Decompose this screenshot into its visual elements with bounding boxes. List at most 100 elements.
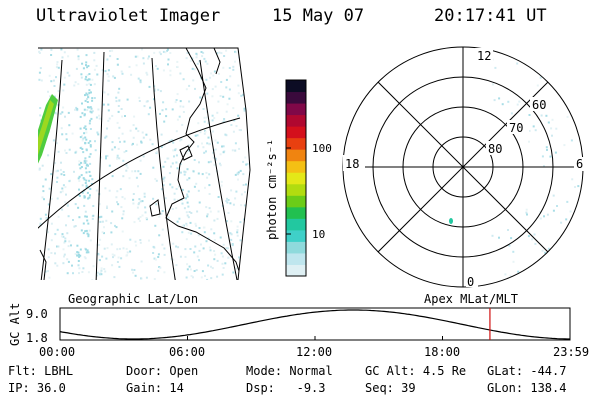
speckle bbox=[167, 58, 170, 61]
speckle bbox=[94, 149, 97, 152]
speckle bbox=[235, 267, 238, 270]
speckle bbox=[115, 196, 118, 199]
speckle bbox=[47, 154, 50, 157]
speckle bbox=[161, 210, 164, 213]
speckle bbox=[57, 245, 60, 248]
speckle bbox=[199, 96, 202, 99]
speckle bbox=[56, 169, 59, 172]
speckle bbox=[174, 101, 177, 104]
speckle bbox=[178, 115, 181, 118]
speckle bbox=[209, 76, 212, 79]
polar-speckle-field bbox=[491, 58, 580, 277]
geo-panel-label: Geographic Lat/Lon bbox=[68, 292, 198, 306]
speckle bbox=[81, 191, 84, 194]
speckle bbox=[93, 83, 96, 86]
speckle bbox=[195, 182, 198, 185]
speckle bbox=[164, 51, 167, 54]
speckle bbox=[163, 253, 166, 256]
speckle bbox=[84, 141, 87, 144]
speckle bbox=[132, 198, 135, 201]
speckle bbox=[118, 265, 121, 268]
speckle bbox=[175, 187, 178, 190]
speckle bbox=[228, 88, 231, 91]
speckle bbox=[169, 69, 172, 72]
speckle bbox=[98, 117, 101, 120]
speckle bbox=[87, 251, 90, 254]
speckle bbox=[100, 273, 103, 276]
speckle bbox=[71, 264, 73, 267]
speckle bbox=[64, 240, 67, 243]
speckle bbox=[242, 262, 245, 265]
speckle bbox=[98, 114, 100, 117]
speckle bbox=[211, 130, 214, 133]
speckle bbox=[122, 210, 125, 213]
speckle bbox=[88, 92, 91, 94]
colorbar-cell bbox=[286, 218, 306, 231]
speckle bbox=[89, 194, 91, 197]
speckle bbox=[555, 127, 558, 130]
speckle bbox=[55, 76, 57, 79]
speckle bbox=[167, 157, 170, 160]
speckle bbox=[226, 220, 228, 223]
speckle bbox=[64, 186, 67, 189]
speckle bbox=[79, 127, 82, 130]
speckle bbox=[225, 200, 228, 202]
speckle bbox=[79, 167, 82, 170]
gain-field: Gain: 14 bbox=[126, 381, 184, 395]
speckle bbox=[78, 180, 81, 182]
speckle bbox=[97, 108, 100, 111]
speckle bbox=[164, 197, 167, 200]
speckle bbox=[99, 238, 102, 241]
speckle bbox=[248, 232, 250, 235]
speckle bbox=[108, 164, 111, 167]
speckle bbox=[89, 188, 92, 190]
speckle bbox=[123, 197, 126, 200]
speckle bbox=[60, 173, 63, 176]
speckle bbox=[169, 74, 172, 77]
speckle bbox=[86, 74, 89, 76]
speckle bbox=[158, 51, 161, 54]
speckle bbox=[103, 247, 106, 250]
speckle bbox=[139, 239, 142, 241]
speckle bbox=[242, 160, 245, 163]
speckle bbox=[239, 239, 242, 242]
speckle bbox=[213, 232, 216, 235]
speckle bbox=[159, 112, 161, 115]
speckle bbox=[169, 52, 172, 54]
speckle bbox=[180, 171, 182, 174]
speckle bbox=[86, 101, 89, 103]
speckle bbox=[551, 134, 553, 137]
speckle bbox=[101, 255, 104, 258]
speckle bbox=[84, 99, 87, 102]
speckle bbox=[533, 233, 536, 236]
speckle bbox=[219, 236, 222, 239]
speckle bbox=[545, 114, 548, 117]
speckle bbox=[547, 247, 550, 250]
speckle bbox=[508, 244, 511, 247]
speckle bbox=[64, 115, 66, 118]
speckle bbox=[173, 198, 176, 201]
speckle bbox=[39, 114, 42, 117]
speckle bbox=[181, 188, 184, 191]
speckle bbox=[81, 139, 84, 142]
speckle bbox=[39, 67, 42, 70]
geo-grid bbox=[38, 51, 241, 280]
speckle bbox=[47, 270, 49, 273]
speckle bbox=[175, 161, 178, 164]
speckle bbox=[162, 165, 165, 168]
speckle bbox=[44, 270, 47, 273]
speckle bbox=[88, 229, 91, 232]
speckle bbox=[86, 219, 89, 222]
speckle bbox=[38, 167, 41, 170]
speckle bbox=[175, 154, 178, 157]
speckle bbox=[160, 212, 163, 215]
speckle bbox=[118, 99, 121, 102]
speckle bbox=[227, 199, 230, 201]
speckle bbox=[194, 222, 197, 225]
speckle bbox=[194, 245, 197, 248]
speckle bbox=[61, 233, 64, 236]
speckle bbox=[498, 236, 500, 239]
speckle bbox=[153, 98, 155, 101]
speckle bbox=[101, 69, 104, 72]
speckle bbox=[87, 164, 89, 167]
